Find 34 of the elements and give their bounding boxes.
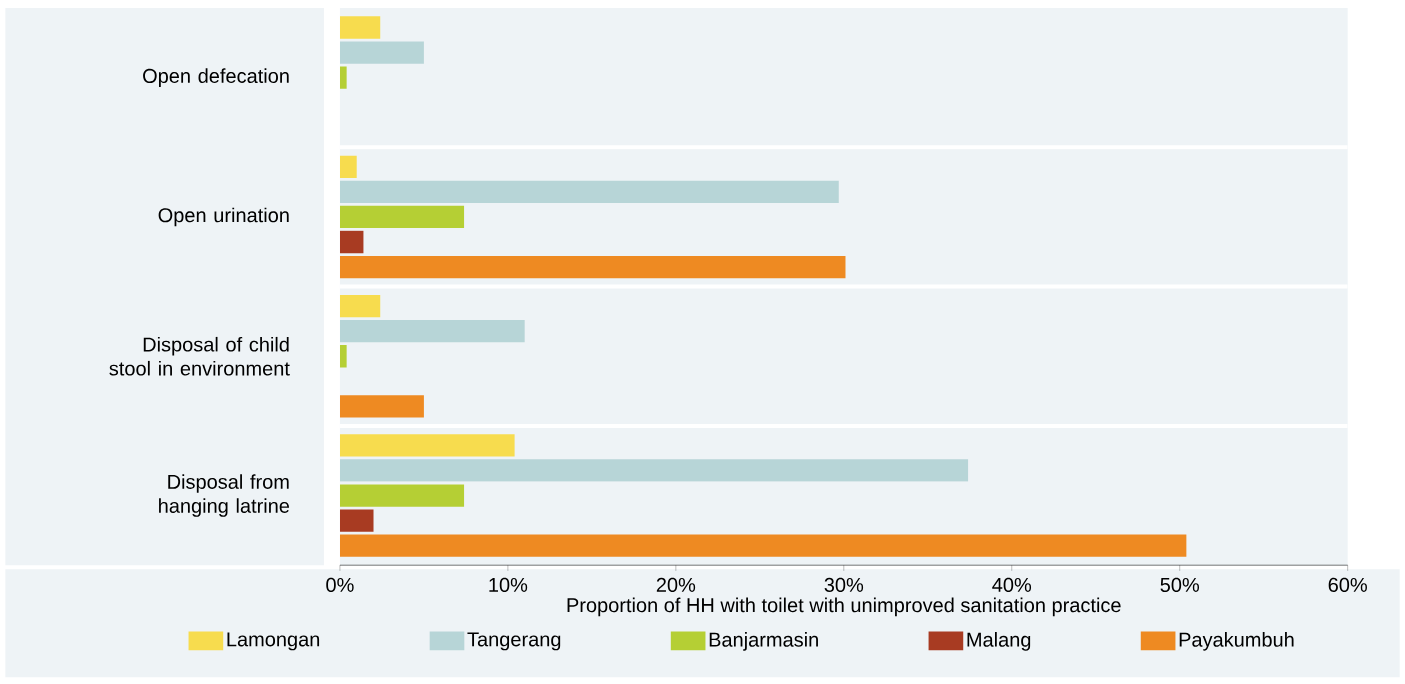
bar — [339, 230, 364, 254]
x-tick-label: 20% — [656, 577, 696, 593]
bar — [339, 16, 381, 39]
x-tick-label: 50% — [1160, 577, 1200, 593]
bar — [339, 256, 846, 279]
x-tick-label: 10% — [489, 577, 528, 593]
bar — [339, 205, 465, 229]
y-tick-label: Disposal from hanging latrine — [159, 474, 290, 517]
bar — [339, 295, 381, 318]
bar — [339, 345, 347, 368]
y-tick-label: Disposal of child stool in environment — [109, 336, 290, 376]
bar — [339, 434, 515, 457]
legend-label: Tangerang — [467, 632, 561, 651]
x-tick-label: 30% — [824, 577, 864, 593]
bar — [339, 155, 357, 179]
legend-label: Lamongan — [227, 632, 320, 651]
legend-label: Malang — [967, 632, 1031, 651]
bar — [339, 66, 347, 89]
bar — [339, 180, 839, 204]
x-axis-title: Proportion of HH with toilet with unimproved sanitation practice — [567, 597, 1121, 617]
x-tick-label: 60% — [1328, 577, 1367, 593]
bar — [339, 41, 424, 64]
x-tick-label: 0% — [326, 577, 354, 593]
legend-label: Banjarmasin — [709, 632, 818, 651]
bar — [339, 320, 525, 343]
bar — [339, 395, 424, 418]
x-tick-label: 40% — [992, 577, 1032, 593]
y-tick-label: Open defecation — [143, 68, 289, 88]
bar — [339, 459, 969, 482]
bar — [339, 484, 465, 507]
legend-label: Payakumbuh — [1179, 632, 1294, 651]
bar — [339, 509, 374, 532]
bar — [339, 534, 1187, 557]
y-tick-label: Open urination — [158, 207, 289, 227]
